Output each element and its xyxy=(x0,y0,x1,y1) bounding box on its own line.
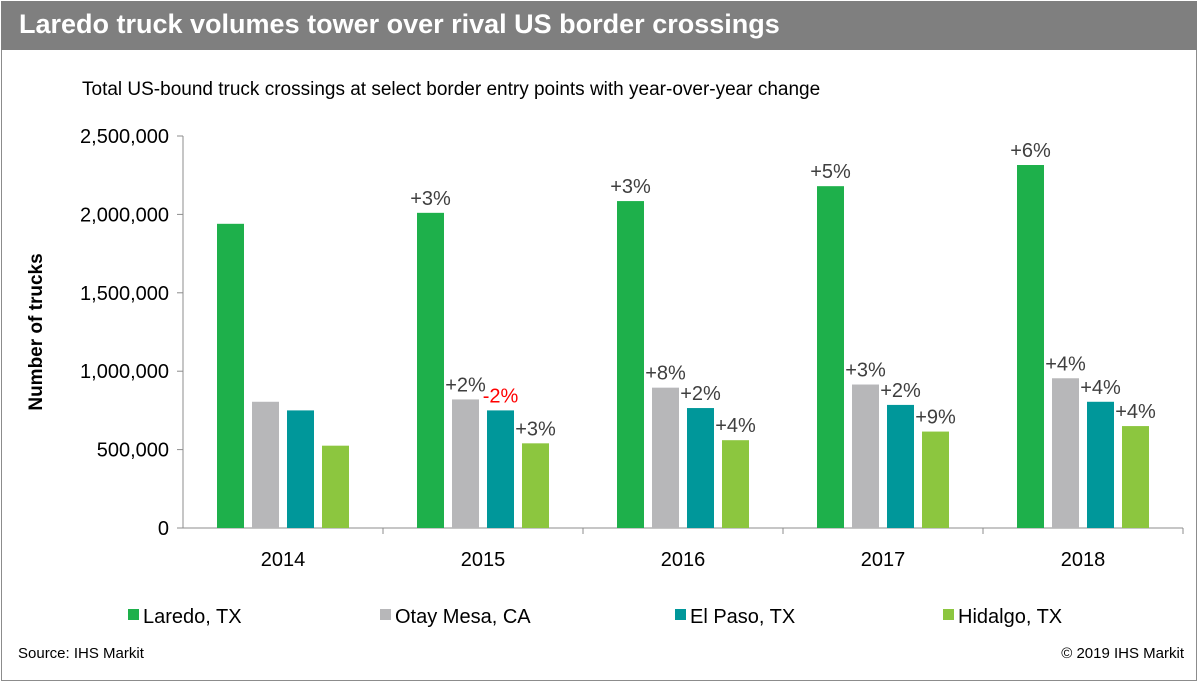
x-tick-label: 2016 xyxy=(661,549,706,571)
bar-otay-mesa-ca xyxy=(852,384,879,528)
bar-el-paso-tx xyxy=(887,404,914,528)
y-tick-label: 2,500,000 xyxy=(80,126,169,148)
data-label: -2% xyxy=(483,385,519,407)
bar-laredo-tx xyxy=(417,212,444,528)
y-tick-label: 0 xyxy=(158,518,169,540)
data-label: +2% xyxy=(880,380,921,402)
data-label: +3% xyxy=(845,360,886,382)
source-note: Source: IHS Markit xyxy=(18,645,144,662)
title-bar: Laredo truck volumes tower over rival US… xyxy=(1,1,1197,50)
x-tick-label: 2017 xyxy=(861,549,906,571)
data-label: +5% xyxy=(810,161,851,183)
bar-hidalgo-tx xyxy=(522,443,549,528)
bar-el-paso-tx xyxy=(1087,401,1114,528)
data-label: +4% xyxy=(1080,377,1121,399)
y-axis-label: Number of trucks xyxy=(26,253,47,410)
x-tick-label: 2015 xyxy=(461,549,506,571)
copyright-note: © 2019 IHS Markit xyxy=(1061,645,1184,662)
data-label: +3% xyxy=(515,418,556,440)
data-label: +8% xyxy=(645,363,686,385)
x-tick-label: 2018 xyxy=(1061,549,1106,571)
page-title: Laredo truck volumes tower over rival US… xyxy=(19,9,780,39)
legend-swatch xyxy=(943,609,954,620)
data-label: +6% xyxy=(1010,140,1051,162)
data-label: +9% xyxy=(915,407,956,429)
bar-el-paso-tx xyxy=(287,410,314,528)
bar-el-paso-tx xyxy=(487,410,514,528)
legend-swatch xyxy=(380,609,391,620)
bar-hidalgo-tx xyxy=(1122,426,1149,528)
bar-laredo-tx xyxy=(1017,165,1044,528)
bar-laredo-tx xyxy=(217,223,244,529)
chart-subtitle: Total US-bound truck crossings at select… xyxy=(82,79,820,100)
y-tick-label: 1,000,000 xyxy=(80,361,169,383)
data-label: +4% xyxy=(715,415,756,437)
legend-label: El Paso, TX xyxy=(690,606,795,628)
data-label: +4% xyxy=(1045,353,1086,375)
legend-swatch xyxy=(675,609,686,620)
legend-label: Otay Mesa, CA xyxy=(395,606,531,628)
bar-laredo-tx xyxy=(617,201,644,528)
y-tick-label: 2,000,000 xyxy=(80,204,169,226)
bar-otay-mesa-ca xyxy=(252,401,279,528)
bar-otay-mesa-ca xyxy=(652,387,679,528)
data-label: +3% xyxy=(610,176,651,198)
y-tick-label: 1,500,000 xyxy=(80,283,169,305)
bar-el-paso-tx xyxy=(687,408,714,528)
bar-hidalgo-tx xyxy=(722,440,749,528)
data-label: +2% xyxy=(445,374,486,396)
y-tick-label: 500,000 xyxy=(97,440,169,462)
bar-hidalgo-tx xyxy=(922,431,949,528)
x-tick-label: 2014 xyxy=(261,549,306,571)
legend-swatch xyxy=(128,609,139,620)
data-label: +4% xyxy=(1115,401,1156,423)
legend-label: Hidalgo, TX xyxy=(958,606,1062,628)
bar-hidalgo-tx xyxy=(322,445,349,528)
bar-otay-mesa-ca xyxy=(452,399,479,528)
bar-otay-mesa-ca xyxy=(1052,378,1079,528)
data-label: +3% xyxy=(410,188,451,210)
data-label: +2% xyxy=(680,383,721,405)
bar-laredo-tx xyxy=(817,186,844,528)
legend-label: Laredo, TX xyxy=(143,606,242,628)
